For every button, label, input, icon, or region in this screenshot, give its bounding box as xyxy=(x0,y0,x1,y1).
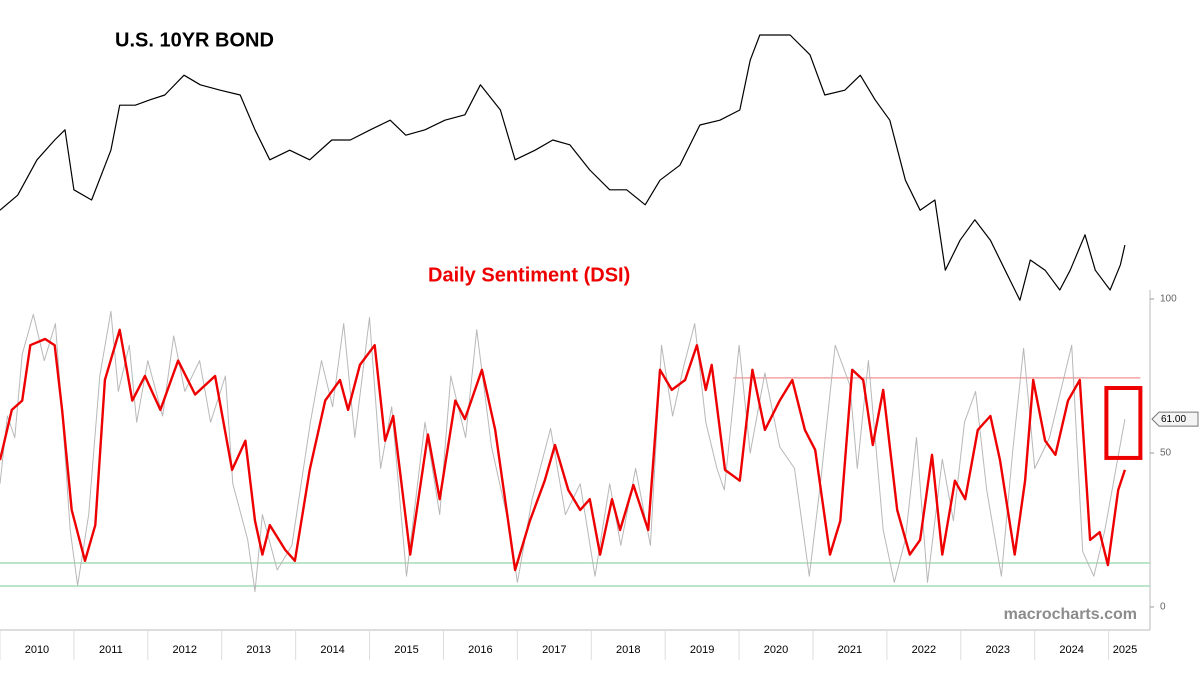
x-tick-label: 2010 xyxy=(25,644,49,656)
x-tick-label: 2018 xyxy=(616,644,640,656)
y-tick-label: 0 xyxy=(1160,602,1166,613)
x-tick-label: 2017 xyxy=(542,644,566,656)
x-tick-label: 2019 xyxy=(690,644,714,656)
y-tick-label: 100 xyxy=(1160,294,1177,305)
series-line xyxy=(0,328,1127,572)
y-tick-label: 50 xyxy=(1160,448,1172,459)
highlight-box xyxy=(1104,386,1143,460)
last-value-label: 61.00 xyxy=(1161,414,1186,425)
x-tick-label: 2016 xyxy=(468,644,492,656)
series-line xyxy=(0,310,1126,593)
x-tick-label: 2014 xyxy=(320,644,344,656)
watermark: macrocharts.com xyxy=(1004,606,1137,623)
x-tick-label: 2013 xyxy=(246,644,270,656)
series-line xyxy=(0,34,1126,301)
x-tick-label: 2024 xyxy=(1059,644,1083,656)
x-tick-label: 2011 xyxy=(99,644,123,656)
x-tick-label: 2020 xyxy=(764,644,788,656)
x-tick-label: 2025 xyxy=(1113,644,1137,656)
x-tick-label: 2012 xyxy=(173,644,197,656)
x-tick-label: 2015 xyxy=(394,644,418,656)
x-tick-label: 2021 xyxy=(838,644,862,656)
last-value-flag xyxy=(1151,411,1199,427)
x-tick-label: 2022 xyxy=(912,644,936,656)
bond-title: U.S. 10YR BOND xyxy=(115,29,274,51)
dsi-title: Daily Sentiment (DSI) xyxy=(428,264,630,286)
x-tick-label: 2023 xyxy=(986,644,1010,656)
